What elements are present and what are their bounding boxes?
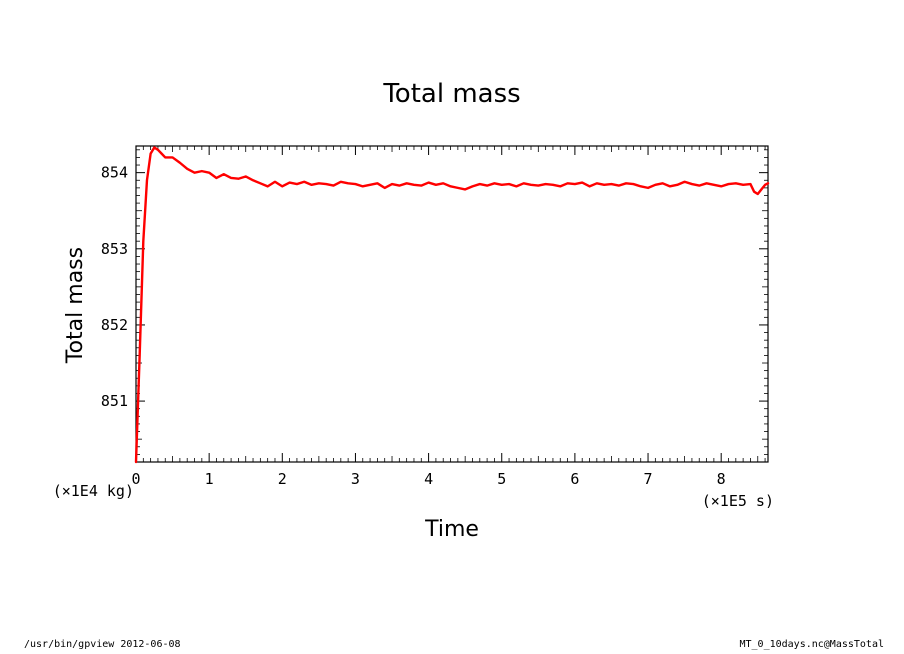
x-tick-label: 4: [424, 470, 433, 488]
chart-title: Total mass: [382, 79, 520, 109]
x-tick-label: 0: [131, 470, 140, 488]
x-tick-label: 1: [205, 470, 214, 488]
y-tick-label: 854: [101, 164, 128, 182]
footer-left: /usr/bin/gpview 2012-06-08: [24, 639, 181, 650]
x-tick-label: 7: [644, 470, 653, 488]
series-line-1: [134, 146, 770, 464]
x-tick-label: 6: [570, 470, 579, 488]
y-unit-label: (×1E4 kg): [53, 482, 134, 500]
y-axis: 851 852 853 854: [101, 149, 768, 455]
x-axis: 0 1 2 3 4 5 6 7 8: [131, 146, 766, 488]
x-unit-label: (×1E5 s): [702, 492, 774, 510]
plot-border: [135, 145, 769, 463]
plot-frame: [135, 145, 769, 463]
y-tick-label: 853: [101, 240, 128, 258]
footer-right: MT_0_10days.nc@MassTotal: [739, 639, 885, 650]
x-tick-label: 5: [497, 470, 506, 488]
y-tick-label: 851: [101, 392, 128, 410]
x-tick-label: 3: [351, 470, 360, 488]
chart: Total mass 0 1 2 3 4 5 6 7 8 851 852 853 854 Time T…: [53, 79, 774, 542]
x-tick-label: 8: [717, 470, 726, 488]
x-tick-label: 2: [278, 470, 287, 488]
y-tick-label: 852: [101, 316, 128, 334]
y-axis-label: Total mass: [63, 247, 88, 364]
series-layer: [134, 146, 770, 464]
x-axis-label: Time: [424, 517, 479, 542]
